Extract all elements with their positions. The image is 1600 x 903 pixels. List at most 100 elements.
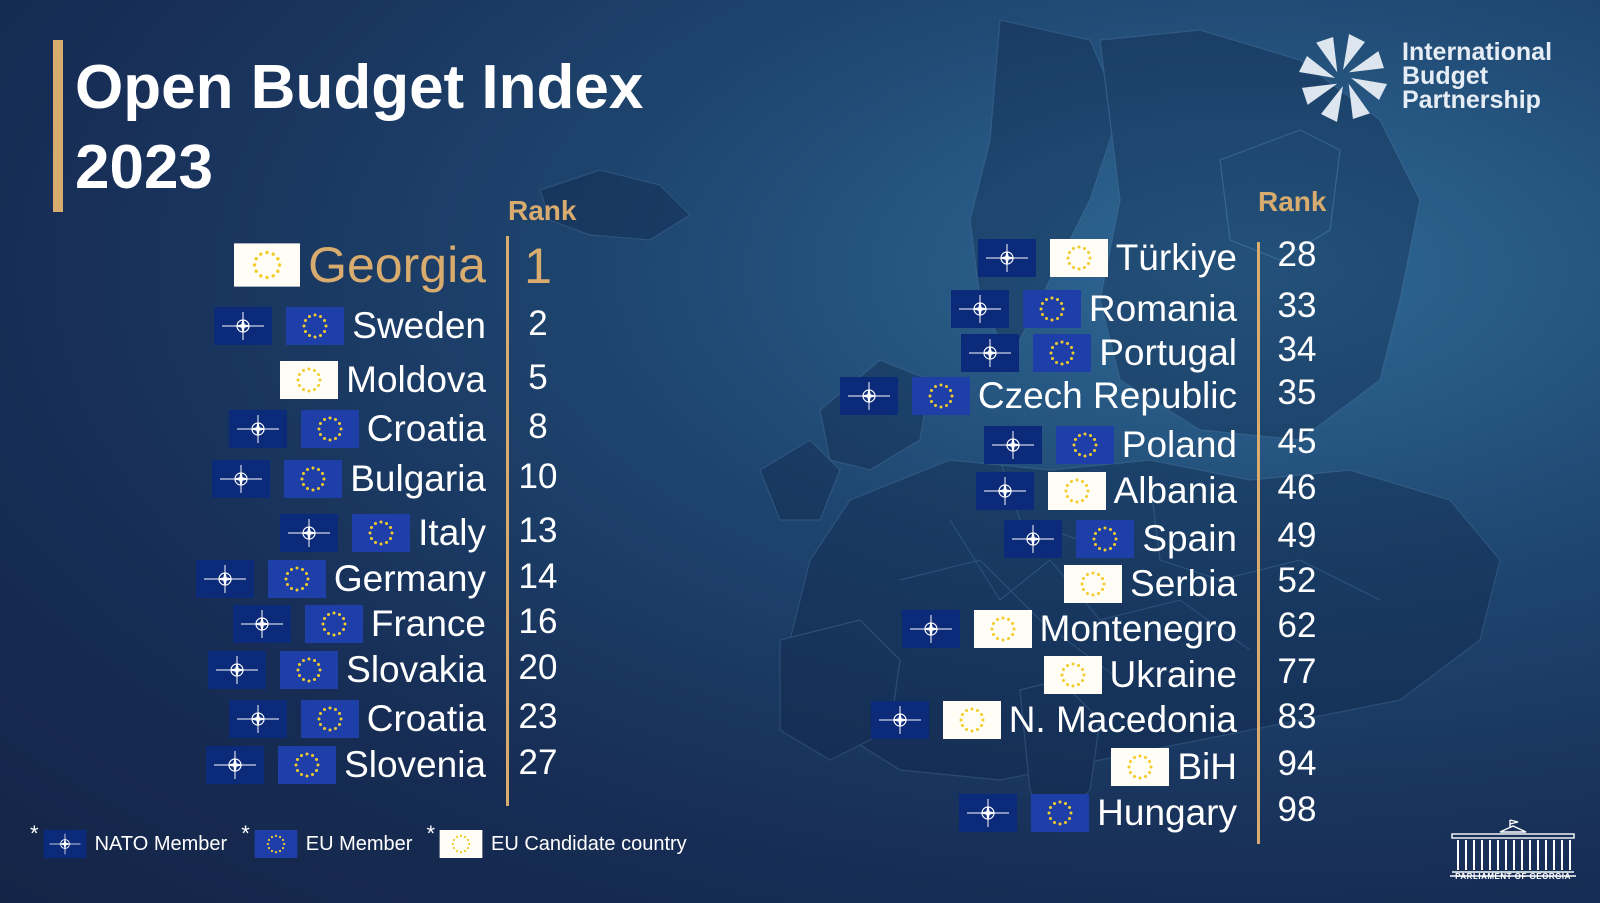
legend-asterisk: *: [426, 821, 436, 846]
rank-value: 77: [1277, 652, 1317, 691]
eu-flag-icon: [1076, 520, 1135, 558]
country-name: Romania: [1088, 288, 1237, 329]
eu-flag-icon: [352, 514, 411, 552]
rank-header-left: Rank: [508, 195, 577, 226]
eu-flag-icon: [304, 605, 363, 643]
candidate-flag-icon: [280, 361, 339, 399]
legend-asterisk: *: [241, 821, 250, 846]
country-name: Slovenia: [344, 744, 486, 785]
ranking-row: Slovenia: [192, 735, 486, 795]
country-name: Georgia: [308, 237, 486, 293]
ranking-row: Ukraine: [1030, 650, 1237, 700]
eu-flag-icon: [280, 651, 339, 689]
rank-value: 35: [1277, 373, 1317, 412]
ranking-row: Serbia: [1050, 559, 1237, 609]
ranking-row: Georgia: [220, 235, 486, 295]
ranking-row: Portugal: [947, 328, 1237, 378]
country-name: Hungary: [1097, 792, 1237, 833]
rank-value: 28: [1277, 235, 1317, 274]
country-name: Sweden: [352, 305, 486, 346]
country-name: Serbia: [1130, 563, 1237, 604]
rank-value: 52: [1277, 561, 1317, 600]
eu-flag-icon: [911, 377, 970, 415]
nato-flag-icon: [901, 610, 960, 648]
country-name: Montenegro: [1039, 608, 1237, 649]
country-name: Czech Republic: [977, 375, 1237, 416]
country-name: Germany: [333, 558, 486, 599]
country-name: BiH: [1177, 746, 1237, 787]
nato-flag-icon: [280, 514, 339, 552]
nato-flag-icon: [975, 472, 1034, 510]
nato-flag-icon: [983, 426, 1042, 464]
ranking-row: Czech Republic: [826, 371, 1237, 421]
rank-value: 45: [1277, 422, 1317, 461]
nato-flag-icon: [870, 701, 929, 739]
ranking-row: Croatia: [215, 399, 486, 459]
rank-value: 98: [1277, 790, 1317, 829]
nato-flag-icon: [228, 700, 287, 738]
country-name: Croatia: [366, 698, 486, 739]
eu-flag-icon: [254, 830, 298, 858]
rank-value: 2: [528, 304, 548, 343]
country-name: France: [370, 603, 486, 644]
logo-line-1: International: [1402, 38, 1553, 66]
nato-flag-icon: [195, 560, 254, 598]
ranking-row: Romania: [937, 284, 1237, 334]
candidate-flag-icon: [1064, 565, 1123, 603]
rank-value: 14: [518, 557, 558, 596]
eu-flag-icon: [1033, 334, 1092, 372]
country-name: Slovakia: [346, 649, 486, 690]
ranking-row: Poland: [970, 420, 1237, 470]
candidate-flag-icon: [234, 243, 301, 287]
logo-line-2: Budget: [1402, 62, 1489, 90]
ranking-row: Croatia: [215, 689, 486, 749]
nato-flag-icon: [228, 410, 287, 448]
nato-flag-icon: [208, 651, 267, 689]
rank-value: 20: [518, 648, 558, 687]
country-name: Moldova: [346, 359, 486, 400]
legend: * NATO Member * EU Member * EU Candidate…: [30, 821, 701, 858]
title-line-2: 2023: [75, 133, 213, 202]
nato-flag-icon: [43, 830, 87, 858]
country-name: N. Macedonia: [1008, 699, 1237, 740]
candidate-flag-icon: [973, 610, 1032, 648]
candidate-flag-icon: [439, 830, 483, 858]
candidate-flag-icon: [1049, 239, 1108, 277]
candidate-flag-icon: [1111, 748, 1170, 786]
eu-flag-icon: [1022, 290, 1081, 328]
ranking-row: Türkiye: [964, 233, 1237, 283]
title-accent-bar: [53, 40, 63, 212]
nato-flag-icon: [206, 746, 265, 784]
eu-flag-icon: [1031, 794, 1090, 832]
eu-flag-icon: [300, 410, 359, 448]
country-name: Türkiye: [1115, 237, 1237, 278]
nato-flag-icon: [214, 307, 273, 345]
parliament-label: PARLIAMENT OF GEORGIA: [1455, 872, 1571, 881]
eu-flag-icon: [1055, 426, 1114, 464]
nato-flag-icon: [232, 605, 291, 643]
rank-value: 62: [1277, 606, 1317, 645]
legend-eu-label: EU Member: [305, 832, 413, 855]
nato-flag-icon: [1004, 520, 1063, 558]
ranking-row: Albania: [962, 466, 1237, 516]
ranking-row: Germany: [182, 549, 486, 609]
rank-value: 5: [528, 358, 548, 397]
ranking-row: Bulgaria: [198, 449, 486, 509]
country-name: Portugal: [1099, 332, 1237, 373]
ranking-row: N. Macedonia: [857, 695, 1237, 745]
legend-asterisk: *: [30, 821, 39, 846]
nato-flag-icon: [212, 460, 271, 498]
rank-value: 34: [1277, 330, 1317, 369]
logo-line-3: Partnership: [1402, 86, 1541, 114]
rank-value: 1: [524, 238, 552, 294]
ibp-logo-text: International Budget Partnership: [1402, 38, 1553, 114]
eu-flag-icon: [300, 700, 359, 738]
candidate-flag-icon: [1043, 656, 1102, 694]
eu-flag-icon: [278, 746, 337, 784]
ranking-row: Sweden: [200, 296, 486, 356]
legend-candidate-label: EU Candidate country: [491, 832, 687, 855]
ranking-row: BiH: [1097, 742, 1237, 792]
rank-header-right: Rank: [1258, 186, 1327, 217]
rank-value: 10: [518, 457, 558, 496]
nato-flag-icon: [961, 334, 1020, 372]
